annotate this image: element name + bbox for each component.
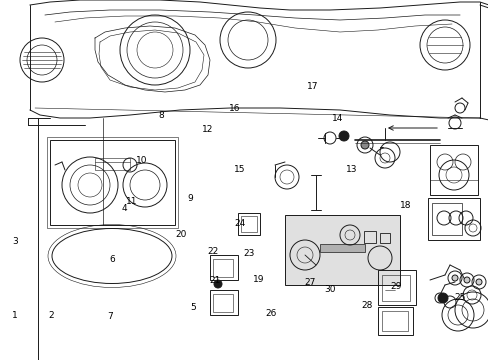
- Text: 12: 12: [202, 125, 213, 134]
- Text: 25: 25: [453, 292, 465, 302]
- Text: 10: 10: [136, 156, 147, 165]
- Bar: [285, 215, 399, 285]
- Bar: [377, 270, 415, 305]
- Bar: [381, 311, 407, 331]
- Text: 8: 8: [158, 111, 164, 120]
- Text: 16: 16: [228, 104, 240, 113]
- Circle shape: [360, 141, 368, 149]
- Text: 3: 3: [12, 237, 18, 246]
- Text: 4: 4: [122, 204, 127, 213]
- Text: 7: 7: [107, 312, 113, 321]
- Text: 13: 13: [346, 165, 357, 174]
- Bar: [429, 145, 477, 195]
- Text: 17: 17: [306, 82, 318, 91]
- Text: 14: 14: [331, 114, 343, 123]
- Circle shape: [475, 279, 481, 285]
- Text: 2: 2: [48, 310, 54, 320]
- Text: 18: 18: [399, 201, 411, 210]
- Text: 22: 22: [206, 248, 218, 256]
- Text: 19: 19: [253, 275, 264, 284]
- Text: 11: 11: [126, 197, 138, 206]
- Bar: [431, 203, 461, 235]
- Text: 24: 24: [233, 219, 245, 228]
- Bar: [213, 294, 232, 312]
- Text: 21: 21: [209, 276, 221, 285]
- Bar: [95, 158, 130, 170]
- Text: 23: 23: [243, 249, 255, 258]
- Bar: [427, 198, 479, 240]
- Circle shape: [437, 293, 447, 303]
- Circle shape: [214, 280, 222, 288]
- Bar: [209, 255, 238, 280]
- Text: 29: 29: [389, 282, 401, 291]
- Text: 20: 20: [175, 230, 186, 239]
- Text: 27: 27: [304, 278, 316, 287]
- Text: 1: 1: [12, 310, 18, 320]
- Circle shape: [451, 275, 457, 281]
- Bar: [379, 233, 389, 243]
- Text: 26: 26: [265, 309, 277, 318]
- Text: 30: 30: [324, 285, 335, 294]
- Text: 6: 6: [109, 255, 115, 264]
- Text: 15: 15: [233, 165, 245, 174]
- Circle shape: [463, 277, 469, 283]
- Bar: [241, 216, 257, 232]
- Text: 9: 9: [187, 194, 193, 202]
- Bar: [377, 307, 412, 335]
- Bar: [238, 213, 260, 235]
- Text: 5: 5: [190, 303, 196, 312]
- Bar: [47, 137, 178, 228]
- Text: 28: 28: [360, 302, 372, 310]
- Bar: [363, 231, 375, 243]
- Bar: [213, 259, 232, 277]
- Circle shape: [338, 131, 348, 141]
- Bar: [319, 244, 364, 252]
- Bar: [381, 275, 409, 301]
- Bar: [50, 140, 175, 225]
- Bar: [209, 290, 238, 315]
